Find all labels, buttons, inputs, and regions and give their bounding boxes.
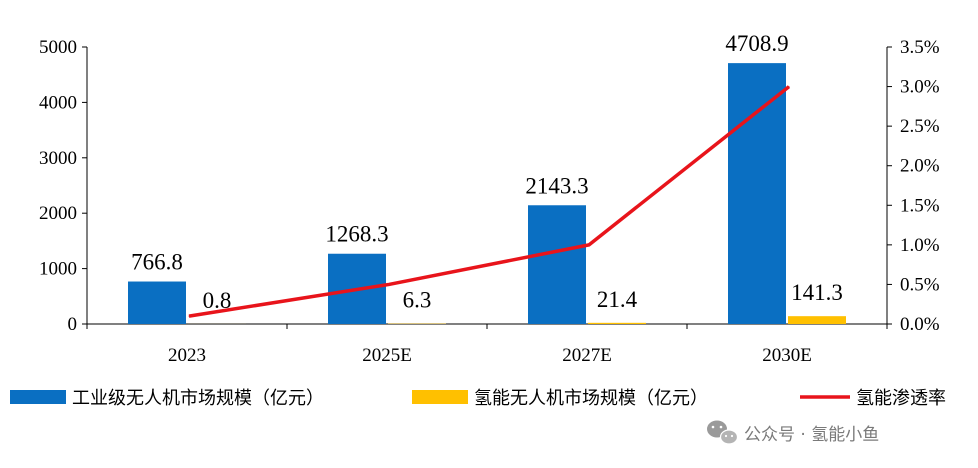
data-label-industrial: 2143.3 (525, 173, 588, 198)
x-tick-label: 2030E (762, 345, 812, 366)
y-left-tick-label: 3000 (39, 148, 77, 169)
line-point (588, 244, 590, 246)
bar-industrial (728, 63, 786, 324)
x-tick-label: 2023 (168, 345, 206, 366)
legend-label-penetration: 氢能渗透率 (856, 388, 946, 409)
y-left-tick-label: 5000 (39, 37, 77, 58)
y-left-tick-label: 0 (68, 314, 78, 335)
y-right-tick-label: 0.0% (900, 314, 940, 335)
data-labels: 766.8 0.8 1268.3 6.3 2143.3 21.4 4708.9 141.3 (131, 31, 843, 313)
y-left-tick-label: 2000 (39, 203, 77, 224)
x-tick-label: 2025E (362, 345, 412, 366)
x-tick-label: 2027E (562, 345, 612, 366)
y-right-tick-label: 1.0% (900, 235, 940, 256)
legend-label-hydrogen: 氢能无人机市场规模（亿元） (474, 388, 708, 409)
data-label-industrial: 766.8 (131, 250, 183, 275)
legend: 工业级无人机市场规模（亿元） 氢能无人机市场规模（亿元） 氢能渗透率 (10, 388, 946, 409)
line-penetration-rate (188, 85, 791, 318)
line-point (788, 86, 790, 88)
y-right-tick-label: 0.5% (900, 274, 940, 295)
y-right-tick-label: 3.0% (900, 77, 940, 98)
data-label-industrial: 4708.9 (725, 31, 788, 56)
y-right-tick-label: 2.0% (900, 156, 940, 177)
watermark: 公众号 · 氢能小鱼 (707, 420, 879, 445)
bar-industrial (528, 205, 586, 324)
legend-swatch-hydrogen (412, 390, 468, 404)
y-right-tick-label: 2.5% (900, 116, 940, 137)
axes: 0 1000 2000 3000 4000 5000 0.0% 0.5% 1.0% 1.5% 2.0… (39, 37, 940, 366)
legend-label-industrial: 工业级无人机市场规模（亿元） (72, 388, 324, 409)
penetration-line (188, 85, 791, 318)
data-label-hydrogen: 141.3 (791, 280, 843, 305)
data-label-industrial: 1268.3 (325, 222, 388, 247)
y-right-tick-label: 3.5% (900, 37, 940, 58)
bar-hydrogen (588, 322, 646, 324)
y-left-tick-label: 4000 (39, 92, 77, 113)
line-point (388, 283, 390, 285)
bars (128, 63, 846, 324)
data-label-hydrogen: 6.3 (403, 288, 432, 313)
legend-swatch-industrial (10, 390, 66, 404)
y-left-tick-label: 1000 (39, 259, 77, 280)
wechat-icon (707, 420, 739, 445)
bar-hydrogen (788, 316, 846, 324)
bar-industrial (128, 281, 186, 324)
data-label-hydrogen: 21.4 (597, 287, 638, 312)
watermark-text: 公众号 · 氢能小鱼 (744, 425, 879, 445)
line-point (188, 315, 190, 317)
data-label-hydrogen: 0.8 (203, 288, 232, 313)
y-right-tick-label: 1.5% (900, 195, 940, 216)
